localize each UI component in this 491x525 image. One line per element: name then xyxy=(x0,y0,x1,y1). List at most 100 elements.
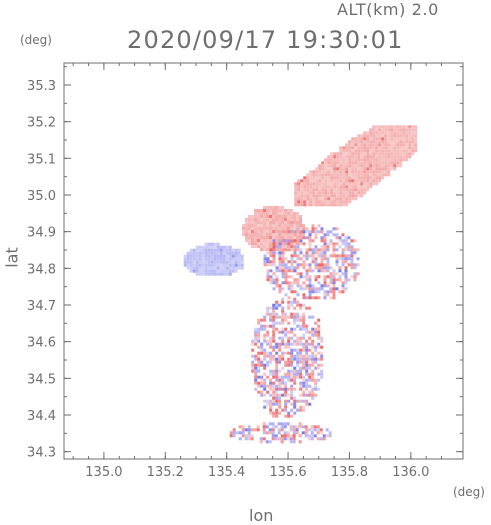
echo-cell xyxy=(324,188,328,192)
echo-cell xyxy=(210,245,214,249)
echo-cell xyxy=(342,167,346,171)
echo-cell xyxy=(278,405,282,409)
echo-cell xyxy=(384,128,388,132)
echo-cell xyxy=(257,233,260,236)
echo-cell xyxy=(268,428,272,432)
echo-cell xyxy=(399,152,403,156)
echo-cell xyxy=(254,221,257,224)
echo-cell xyxy=(263,348,267,352)
echo-cell xyxy=(186,260,190,264)
echo-cell xyxy=(277,422,281,426)
echo-cell xyxy=(321,203,325,207)
echo-cell xyxy=(269,411,273,415)
echo-cell xyxy=(344,287,348,291)
x-tick-label: 135.8 xyxy=(331,465,368,480)
echo-cell xyxy=(313,428,317,432)
echo-cell xyxy=(314,360,318,364)
echo-cell xyxy=(311,287,315,291)
echo-cell xyxy=(348,179,352,183)
echo-cell xyxy=(372,164,376,168)
echo-cell xyxy=(293,239,297,243)
echo-cell xyxy=(299,224,302,227)
echo-cell xyxy=(317,324,321,328)
echo-cell xyxy=(259,437,263,441)
echo-cell xyxy=(342,200,346,204)
echo-cell xyxy=(351,173,355,177)
echo-cell xyxy=(369,185,373,189)
echo-cell xyxy=(317,224,321,228)
echo-cell xyxy=(240,254,244,258)
echo-cell xyxy=(319,431,323,435)
echo-cell xyxy=(275,266,279,270)
echo-cell xyxy=(396,125,400,129)
echo-cell xyxy=(281,318,285,322)
echo-cell xyxy=(318,194,322,198)
echo-cell xyxy=(257,245,260,248)
echo-cell xyxy=(327,173,331,177)
echo-cell xyxy=(280,428,284,432)
echo-cell xyxy=(269,224,272,227)
echo-cell xyxy=(350,254,354,258)
echo-cell xyxy=(287,330,291,334)
echo-cell xyxy=(314,321,318,325)
echo-cell xyxy=(296,372,300,376)
echo-cell xyxy=(225,254,229,258)
echo-cell xyxy=(271,431,275,435)
echo-cell xyxy=(189,260,193,264)
echo-cell xyxy=(302,327,306,331)
echo-cell xyxy=(360,188,364,192)
echo-cell xyxy=(344,260,348,264)
echo-cell xyxy=(305,387,309,391)
echo-cell xyxy=(254,354,258,358)
echo-cell xyxy=(287,218,290,221)
echo-cell xyxy=(314,227,318,231)
echo-cell xyxy=(332,293,336,297)
echo-cell xyxy=(260,324,264,328)
echo-cell xyxy=(272,281,276,285)
echo-cell xyxy=(375,179,379,183)
echo-cell xyxy=(390,155,394,159)
echo-cell xyxy=(302,230,306,234)
echo-cell xyxy=(357,185,361,189)
echo-cell xyxy=(414,143,418,147)
echo-cell xyxy=(363,137,367,141)
echo-cell xyxy=(216,263,220,267)
echo-cell xyxy=(260,360,264,364)
echo-cell xyxy=(266,245,269,248)
echo-cell xyxy=(311,390,315,394)
echo-cell xyxy=(381,167,385,171)
echo-cell xyxy=(329,230,333,234)
echo-cell xyxy=(251,360,255,364)
echo-cell xyxy=(332,284,336,288)
echo-cell xyxy=(198,254,202,258)
echo-cell xyxy=(263,384,267,388)
echo-cell xyxy=(198,260,202,264)
echo-cell xyxy=(317,248,321,252)
echo-cell xyxy=(293,405,297,409)
echo-cell xyxy=(281,393,285,397)
echo-cell xyxy=(287,378,291,382)
echo-cell xyxy=(269,221,272,224)
echo-cell xyxy=(312,194,316,198)
echo-cell xyxy=(310,431,314,435)
echo-cell xyxy=(305,287,309,291)
echo-cell xyxy=(272,324,276,328)
echo-cell xyxy=(353,266,357,270)
echo-cell xyxy=(309,191,313,195)
echo-cell xyxy=(192,248,196,252)
echo-cell xyxy=(186,266,190,270)
echo-cell xyxy=(320,227,324,231)
echo-cell xyxy=(257,212,260,215)
echo-cell xyxy=(344,266,348,270)
echo-cell xyxy=(237,257,241,261)
echo-cell xyxy=(399,134,403,138)
echo-cell xyxy=(284,315,288,319)
echo-cell xyxy=(309,173,313,177)
echo-cell xyxy=(278,263,282,267)
echo-cell xyxy=(323,236,327,240)
echo-cell xyxy=(241,428,245,432)
echo-cell xyxy=(390,128,394,132)
echo-cell xyxy=(292,428,296,432)
echo-cell xyxy=(278,245,282,249)
echo-cell xyxy=(284,399,288,403)
